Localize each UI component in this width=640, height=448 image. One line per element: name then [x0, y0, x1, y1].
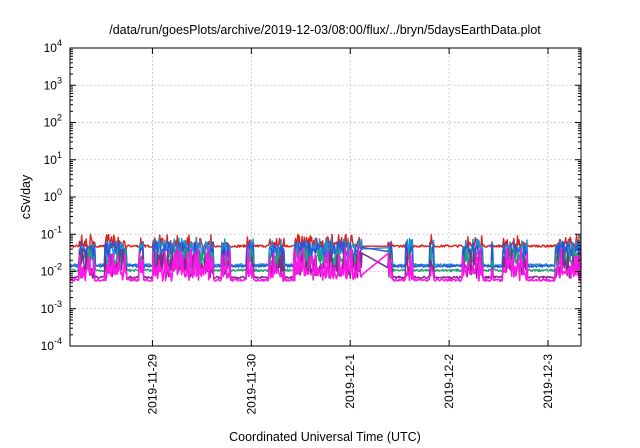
series-line	[69, 240, 582, 268]
y-tick-label: 10-2	[41, 262, 62, 279]
y-axis-label: cSv/day	[19, 174, 33, 219]
x-tick-label: 2019-11-29	[145, 354, 159, 415]
x-tick-label: 2019-11-30	[244, 354, 258, 415]
series-line	[69, 246, 582, 283]
x-tick-label: 2019-12-2	[442, 354, 456, 409]
y-tick-label: 104	[44, 38, 62, 55]
series-group	[69, 233, 582, 283]
x-tick-label: 2019-12-3	[541, 354, 555, 409]
y-tick-label: 103	[44, 75, 62, 92]
y-tick-label: 102	[44, 113, 62, 130]
y-tick-label: 10-1	[41, 224, 62, 241]
x-axis-label: Coordinated Universal Time (UTC)	[229, 430, 421, 444]
y-tick-label: 10-4	[41, 336, 62, 353]
y-tick-label: 10-3	[41, 299, 62, 316]
x-tick-label: 2019-12-1	[343, 354, 357, 409]
axis-ticks: 10-4 10-3 10-2 10-1 100 101 102 103 104 2019-11-2…	[41, 38, 581, 415]
y-tick-label: 101	[44, 150, 62, 167]
chart-title: /data/run/goesPlots/archive/2019-12-03/0…	[109, 23, 541, 37]
grid	[70, 48, 581, 346]
y-tick-label: 100	[44, 187, 62, 204]
